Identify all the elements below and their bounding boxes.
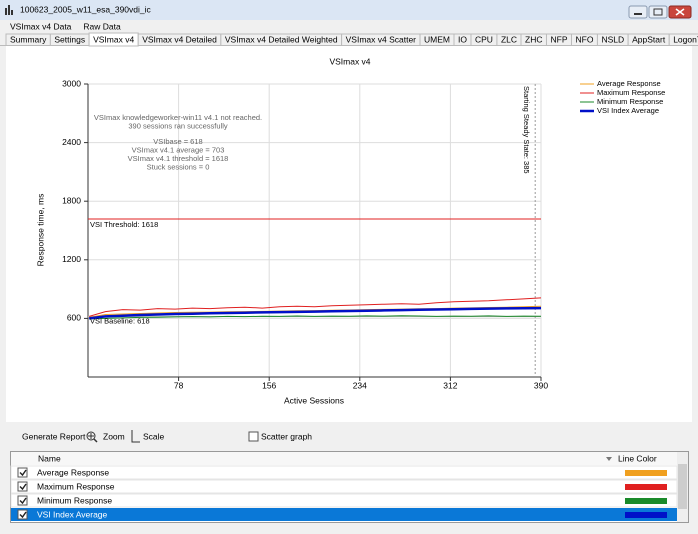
tab-label[interactable]: CPU	[475, 34, 493, 44]
row-check[interactable]	[19, 497, 27, 505]
annotation: VSImax v4.1 threshold = 1618	[128, 154, 229, 163]
tab-label[interactable]: Summary	[10, 34, 47, 44]
row-color-swatch	[625, 512, 667, 518]
row-checkbox[interactable]	[17, 481, 28, 492]
row-check[interactable]	[19, 511, 27, 519]
legend-label: Minimum Response	[597, 97, 663, 106]
menu-item[interactable]: VSImax v4 Data	[10, 21, 72, 31]
row-color-swatch	[625, 484, 667, 490]
scale-button[interactable]: Scale	[143, 431, 165, 441]
tab-label[interactable]: VSImax v4	[93, 34, 134, 44]
tab[interactable]	[668, 33, 698, 46]
row-checkbox[interactable]	[17, 467, 28, 478]
table-header-name[interactable]: Name	[38, 453, 61, 463]
y-axis-label: Response time, ms	[35, 194, 45, 267]
series-line	[89, 306, 542, 320]
row-name[interactable]: VSI Index Average	[37, 509, 108, 519]
tab-label[interactable]: Settings	[54, 34, 85, 44]
x-tick-label: 156	[262, 380, 276, 390]
table-row[interactable]	[11, 508, 677, 521]
row-check[interactable]	[19, 483, 27, 491]
annotation: VSImax knowledgeworker-win11 v4.1 not re…	[94, 113, 262, 122]
tab-label[interactable]: ZHC	[525, 34, 542, 44]
row-color-swatch	[625, 498, 667, 504]
tab-label[interactable]: NFO	[575, 34, 593, 44]
row-name[interactable]: Minimum Response	[37, 495, 112, 505]
tab-label[interactable]: UMEM	[424, 34, 450, 44]
tab-label[interactable]: AppStart	[632, 34, 666, 44]
baseline-label: VSI Baseline: 618	[90, 317, 150, 326]
series-line	[89, 297, 542, 317]
scatter-label[interactable]: Scatter graph	[261, 431, 312, 441]
x-tick-label: 312	[443, 380, 457, 390]
legend-label: VSI Index Average	[597, 106, 659, 115]
chart-panel	[6, 46, 692, 422]
table-row[interactable]	[10, 465, 678, 480]
scatter-checkbox[interactable]	[248, 431, 259, 442]
x-tick-label: 390	[534, 380, 548, 390]
tab-label[interactable]: VSImax v4 Scatter	[346, 34, 417, 44]
y-tick-label: 1200	[62, 254, 81, 264]
generate-report-button[interactable]: Generate Report	[22, 431, 86, 441]
tab-label[interactable]: IO	[458, 34, 467, 44]
legend-label: Maximum Response	[597, 88, 665, 97]
table-header	[11, 452, 677, 465]
annotation: 390 sessions ran successfully	[128, 121, 227, 130]
title-bar	[0, 0, 698, 20]
row-name[interactable]: Maximum Response	[37, 481, 115, 491]
y-tick-label: 600	[67, 313, 81, 323]
sort-arrow	[606, 457, 612, 461]
table-row[interactable]	[10, 493, 678, 508]
menu-item[interactable]: Raw Data	[83, 21, 121, 31]
x-axis-label: Active Sessions	[284, 395, 344, 405]
zoom-button[interactable]: Zoom	[103, 431, 125, 441]
row-color-swatch	[625, 470, 667, 476]
annotation: Stuck sessions = 0	[147, 162, 210, 171]
row-name[interactable]: Average Response	[37, 467, 109, 477]
y-tick-label: 1800	[62, 195, 81, 205]
scroll-thumb[interactable]	[678, 464, 687, 509]
tab-label[interactable]: VSImax v4 Detailed Weighted	[225, 34, 338, 44]
series-line	[89, 315, 542, 320]
row-checkbox[interactable]	[17, 495, 28, 506]
tab-label[interactable]: LogonTimer	[673, 34, 698, 44]
zoom-icon[interactable]	[86, 431, 98, 443]
row-check[interactable]	[19, 469, 27, 477]
threshold-label: VSI Threshold: 1618	[90, 220, 158, 229]
window-title: 100623_2005_w11_esa_390vdi_ic	[20, 4, 152, 14]
tab-label[interactable]: VSImax v4 Detailed	[142, 34, 217, 44]
steady-state-label: Starting Steady State: 385	[522, 86, 531, 174]
tab-label[interactable]: ZLC	[501, 34, 517, 44]
tab-label[interactable]: NSLD	[601, 34, 624, 44]
window-buttons[interactable]	[628, 5, 692, 19]
annotation: VSIbase = 618	[153, 137, 202, 146]
legend-label: Average Response	[597, 79, 661, 88]
table-header-color[interactable]: Line Color	[618, 453, 657, 463]
chart-title: VSImax v4	[329, 56, 370, 66]
y-tick-label: 2400	[62, 137, 81, 147]
y-tick-label: 3000	[62, 78, 81, 88]
app-icon	[5, 5, 13, 15]
x-tick-label: 78	[174, 380, 184, 390]
scale-icon[interactable]	[131, 430, 140, 443]
annotation: VSImax v4.1 average = 703	[132, 145, 225, 154]
x-tick-label: 234	[353, 380, 367, 390]
row-checkbox[interactable]	[17, 509, 28, 520]
tab-label[interactable]: NFP	[550, 34, 567, 44]
table-row[interactable]	[10, 479, 678, 494]
